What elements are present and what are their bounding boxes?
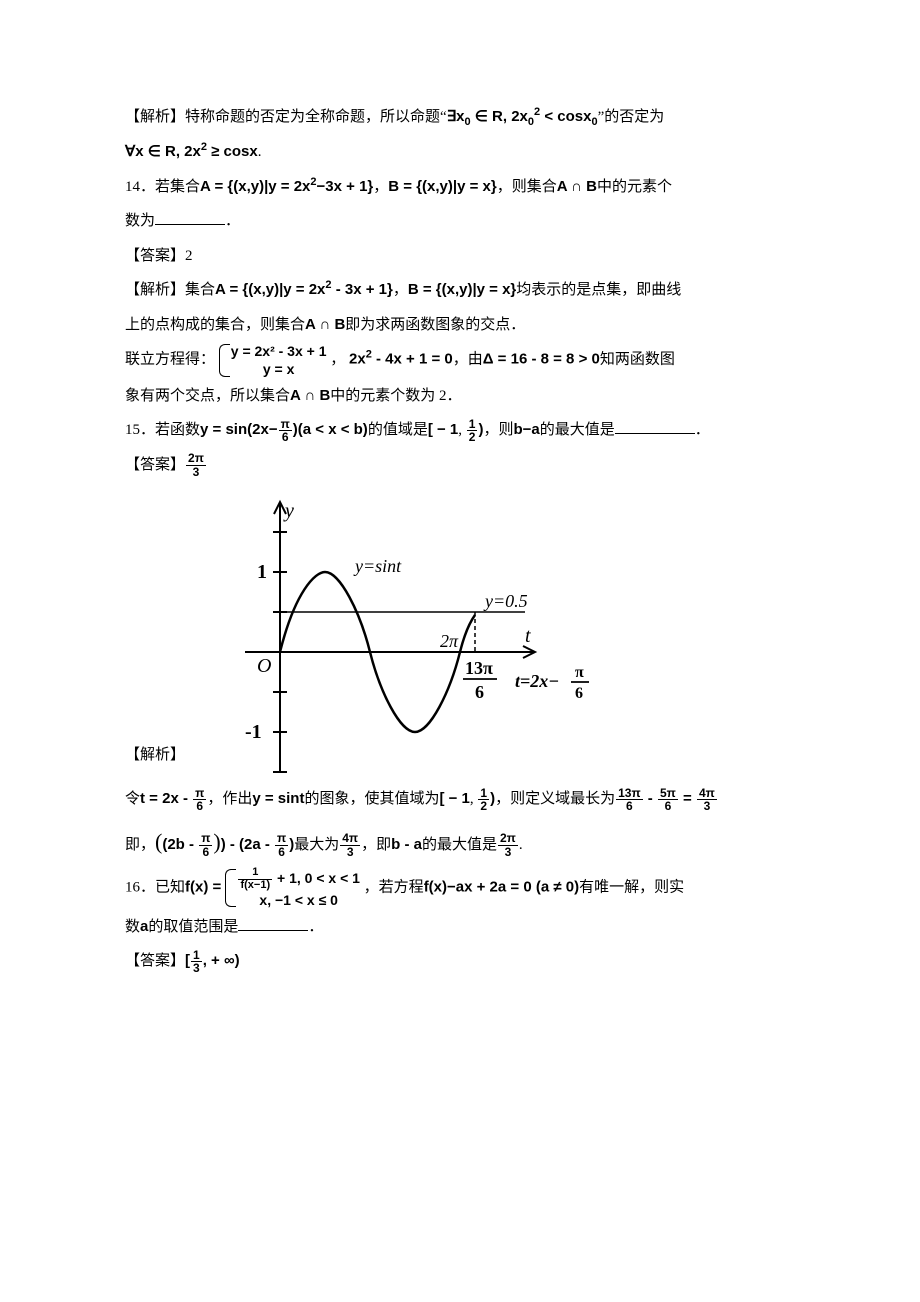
q15-answer: 【答案】2π3	[125, 448, 795, 483]
q15-number: 15．	[125, 422, 155, 438]
q16-answer: 【答案】[13, + ∞)	[125, 944, 795, 979]
cases: 1f(x−1) + 1, 0 < x < 1 x, −1 < x ≤ 0	[225, 867, 359, 909]
q16-number: 16．	[125, 880, 155, 896]
svg-text:y=sint: y=sint	[353, 556, 402, 576]
q16-stem-row1: 16．已知f(x) = 1f(x−1) + 1, 0 < x < 1 x, −1…	[125, 867, 795, 909]
svg-text:O: O	[257, 655, 271, 677]
svg-text:t=2x−: t=2x−	[515, 671, 559, 691]
blank	[238, 915, 308, 931]
blank	[155, 209, 225, 225]
q14-analysis-row2: 上的点构成的集合，则集合A ∩ B即为求两函数图象的交点．	[125, 308, 795, 343]
q14-analysis-row4: 象有两个交点，所以集合A ∩ B中的元素个数为 2．	[125, 379, 795, 414]
svg-text:t: t	[525, 625, 531, 647]
svg-text:y: y	[283, 500, 294, 522]
q16-stem-row2: 数a的取值范围是．	[125, 910, 795, 945]
q14-stem-row2: 数为．	[125, 204, 795, 239]
p13-analysis-row1: 【解析】特称命题的否定为全称命题，所以命题“∃x0 ∈ R, 2x02 < co…	[125, 100, 795, 135]
analysis-label: 【解析】	[125, 282, 185, 298]
analysis-label: 【解析】	[125, 109, 185, 125]
p13-analysis-row2: ∀x ∈ R, 2x2 ≥ cosx.	[125, 135, 795, 170]
q15-analysis-diagram-row: 【解析】 1 -1 O y y=0.5 y=sint 2π 13π 6	[125, 482, 795, 782]
q15-analysis-row1: 令t = 2x - π6，作出y = sint的图象，使其值域为[ − 1, 1…	[125, 782, 795, 817]
q15-stem: 15．若函数y = sin(2x−π6)(a < x < b)的值域是[ − 1…	[125, 413, 795, 448]
q14-number: 14．	[125, 179, 155, 195]
q14-stem-row1: 14．若集合A = {(x,y)|y = 2x2−3x + 1}，B = {(x…	[125, 170, 795, 205]
svg-text:π: π	[575, 664, 584, 681]
svg-text:2π: 2π	[440, 631, 459, 651]
svg-text:1: 1	[257, 561, 267, 583]
answer-label: 【答案】	[125, 457, 185, 473]
svg-text:y=0.5: y=0.5	[483, 591, 528, 611]
q14-analysis-row1: 【解析】集合A = {(x,y)|y = 2x2 - 3x + 1}，B = {…	[125, 273, 795, 308]
svg-text:13π: 13π	[465, 658, 493, 678]
cases: y = 2x² - 3x + 1 y = x	[219, 342, 327, 378]
q14-answer: 【答案】2	[125, 239, 795, 274]
q14-analysis-row3: 联立方程得： y = 2x² - 3x + 1 y = x ， 2x2 - 4x…	[125, 342, 795, 378]
svg-text:6: 6	[475, 682, 484, 702]
blank	[615, 418, 695, 434]
q15-analysis-row2: 即，((2b - π6)) - (2a - π6)最大为4π3，即b - a的最…	[125, 817, 795, 868]
analysis-label: 【解析】	[125, 738, 185, 783]
answer-label: 【答案】	[125, 248, 185, 264]
svg-text:6: 6	[575, 685, 583, 702]
sine-diagram: 1 -1 O y y=0.5 y=sint 2π 13π 6 t t=2x− π…	[185, 482, 605, 782]
answer-label: 【答案】	[125, 953, 185, 969]
svg-text:-1: -1	[245, 721, 262, 743]
